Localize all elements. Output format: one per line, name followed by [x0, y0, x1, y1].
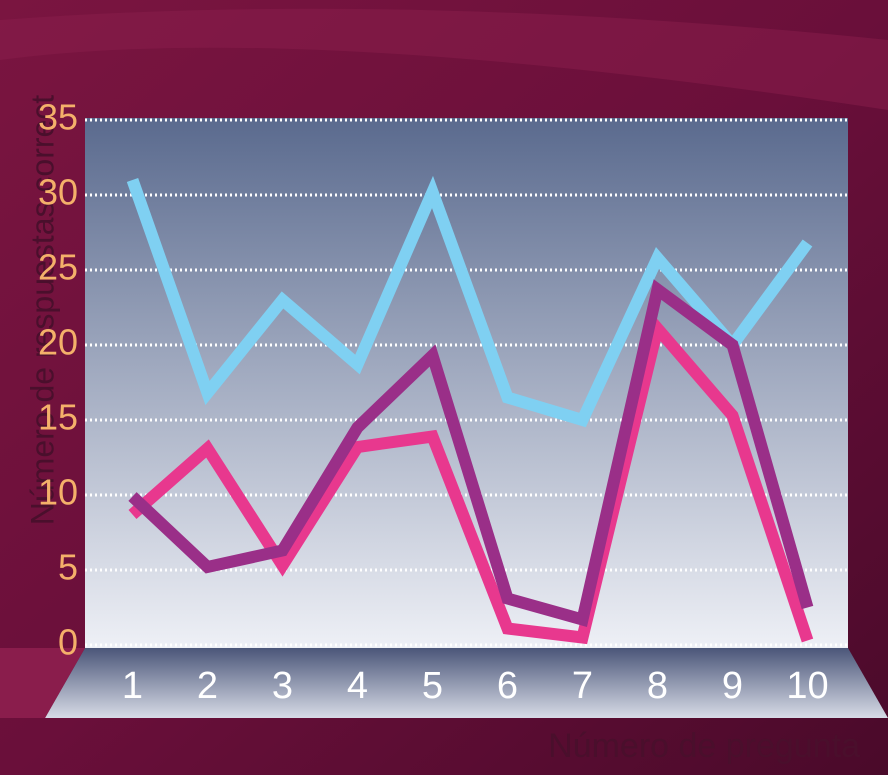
- x-tick-label: 6: [497, 665, 518, 707]
- floor: [45, 648, 888, 718]
- x-tick-label: 5: [422, 665, 443, 707]
- decor-wave: [0, 8, 888, 110]
- y-tick-label: 0: [58, 622, 78, 663]
- floor-side: [0, 648, 85, 718]
- series-line: [126, 175, 813, 428]
- y-axis-label: Número de respuestas correct: [24, 95, 60, 526]
- x-tick-label: 9: [722, 665, 743, 707]
- y-tick-label: 30: [38, 172, 78, 213]
- x-tick-label: 10: [786, 665, 828, 707]
- y-tick-label: 5: [58, 547, 78, 588]
- y-tick-label: 10: [38, 472, 78, 513]
- y-tick-label: 15: [38, 397, 78, 438]
- x-tick-label: 3: [272, 665, 293, 707]
- x-tick-label: 2: [197, 665, 218, 707]
- series-line: [128, 279, 814, 627]
- y-tick-label: 25: [38, 247, 78, 288]
- x-tick-label: 7: [572, 665, 593, 707]
- series-line: [128, 315, 814, 645]
- x-tick-label: 4: [347, 665, 368, 707]
- y-tick-label: 20: [38, 322, 78, 363]
- y-tick-label: 35: [38, 97, 78, 138]
- x-tick-label: 8: [647, 665, 668, 707]
- x-axis-label: Número de pregunta: [548, 727, 860, 765]
- x-tick-label: 1: [122, 665, 143, 707]
